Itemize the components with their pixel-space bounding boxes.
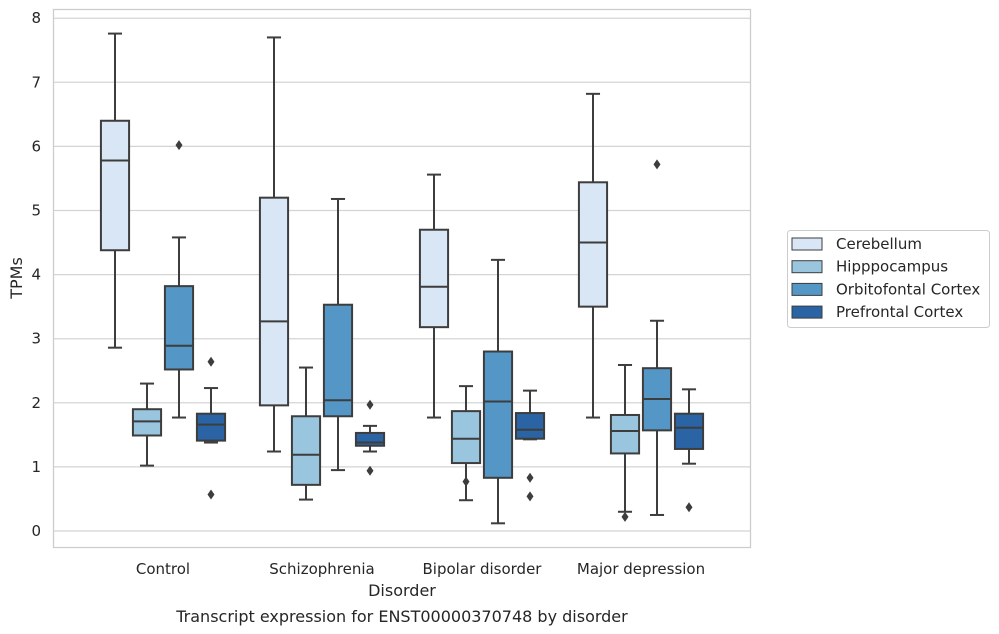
y-axis-title: TPMs bbox=[7, 257, 26, 300]
outlier-point bbox=[366, 399, 374, 410]
box-group bbox=[322, 197, 354, 472]
y-tick-label: 7 bbox=[31, 73, 41, 91]
box-group bbox=[195, 356, 227, 500]
box-group bbox=[641, 159, 673, 516]
legend-swatch bbox=[791, 260, 823, 274]
box-group bbox=[131, 382, 163, 467]
outlier-point bbox=[462, 476, 470, 487]
y-tick-label: 2 bbox=[31, 394, 41, 412]
box-iqr bbox=[99, 119, 131, 252]
box-group bbox=[163, 140, 195, 419]
grid-lines bbox=[53, 17, 751, 532]
y-tick-label: 5 bbox=[31, 202, 41, 220]
x-tick-label: Schizophrenia bbox=[269, 560, 374, 578]
box-iqr bbox=[577, 181, 609, 308]
box-group bbox=[290, 366, 322, 501]
outlier-point bbox=[526, 491, 534, 502]
box-iqr bbox=[322, 303, 354, 418]
box-iqr bbox=[354, 431, 386, 447]
legend-swatch bbox=[791, 305, 823, 319]
legend-label: Hipppocampus bbox=[836, 258, 948, 276]
box-iqr bbox=[163, 285, 195, 371]
outlier-point bbox=[207, 489, 215, 500]
box-iqr bbox=[195, 412, 227, 442]
outlier-point bbox=[653, 159, 661, 170]
box-iqr bbox=[290, 415, 322, 486]
box-iqr bbox=[514, 412, 546, 440]
y-tick-label: 3 bbox=[31, 330, 41, 348]
x-tick-label: Bipolar disorder bbox=[423, 560, 543, 578]
box-group bbox=[450, 385, 482, 502]
box-group bbox=[609, 363, 641, 522]
box-group bbox=[99, 32, 131, 349]
box-iqr bbox=[482, 350, 514, 479]
y-tick-labels: 0 1 2 3 4 5 6 7 8 bbox=[31, 9, 41, 540]
y-tick-label: 6 bbox=[31, 137, 41, 155]
outlier-point bbox=[366, 465, 374, 476]
legend-label: Prefrontal Cortex bbox=[836, 303, 963, 321]
outlier-point bbox=[207, 356, 215, 367]
x-tick-labels: Control Schizophrenia Bipolar disorder Majo… bbox=[136, 560, 705, 578]
x-tick-label: Control bbox=[136, 560, 190, 578]
y-tick-label: 0 bbox=[31, 522, 41, 540]
y-tick-label: 8 bbox=[31, 9, 41, 27]
box-group bbox=[482, 258, 514, 525]
box-iqr bbox=[258, 196, 290, 407]
outlier-point bbox=[621, 511, 629, 522]
box-iqr bbox=[609, 413, 641, 455]
x-tick-label: Major depression bbox=[577, 560, 705, 578]
box-group bbox=[514, 389, 546, 502]
box-group bbox=[418, 173, 450, 419]
legend: Cerebellum Hipppocampus Orbitofontal Corte… bbox=[787, 230, 990, 328]
y-tick-label: 1 bbox=[31, 458, 41, 476]
chart-caption: Transcript expression for ENST0000037074… bbox=[175, 607, 628, 626]
legend-frame bbox=[787, 230, 990, 328]
legend-label: Cerebellum bbox=[836, 235, 922, 253]
box-iqr bbox=[418, 228, 450, 329]
x-axis-title: Disorder bbox=[368, 581, 436, 600]
legend-swatch bbox=[791, 237, 823, 251]
outlier-point bbox=[175, 140, 183, 151]
outlier-point bbox=[526, 472, 534, 483]
plot-frame bbox=[52, 8, 752, 549]
box-group bbox=[577, 92, 609, 419]
legend-label: Orbitofontal Cortex bbox=[836, 280, 980, 298]
outlier-point bbox=[685, 502, 693, 513]
box-group bbox=[258, 36, 290, 453]
box-group bbox=[354, 399, 386, 476]
box-iqr bbox=[673, 412, 705, 450]
box-series bbox=[99, 32, 705, 525]
y-tick-label: 4 bbox=[31, 266, 41, 284]
box-iqr bbox=[450, 410, 482, 465]
box-group bbox=[673, 388, 705, 513]
legend-swatch bbox=[791, 282, 823, 296]
